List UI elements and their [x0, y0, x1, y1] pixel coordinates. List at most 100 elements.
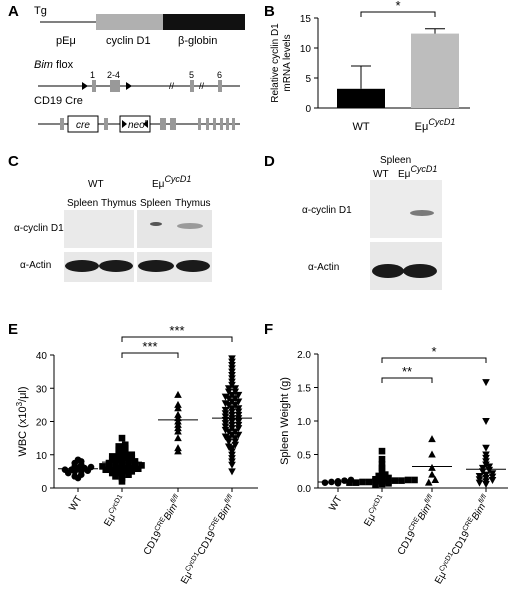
e-group1-point-39: [131, 460, 139, 468]
b-xtick-base-0: WT: [352, 121, 369, 133]
e-group1-point-38: [118, 434, 126, 442]
f-group1-point-0: [372, 481, 379, 488]
f-group1-point-16: [385, 474, 392, 482]
neo-text: neo: [128, 120, 145, 131]
e-group3-point-38: [234, 405, 243, 413]
c-band-actin-4: [176, 260, 210, 272]
e-group0-point-13: [74, 456, 82, 464]
exon-label-1: 1: [90, 70, 95, 80]
promoter-label: pEμ: [56, 35, 76, 47]
d-band-actin-tg: [403, 264, 437, 278]
e-ylabel-sup: 3: [15, 401, 24, 406]
exon-6: [218, 80, 222, 92]
e-group3-point-7: [224, 443, 233, 451]
cre-box: [67, 115, 99, 133]
f-group1-point-13: [411, 476, 418, 484]
cd19-exon-b: [104, 118, 108, 130]
e-group1-point-14: [99, 463, 106, 470]
c-band-actin-3: [138, 260, 174, 272]
d-band-actin-wt: [372, 264, 404, 278]
b-sig-bracket: [360, 11, 436, 17]
e-group1-point-32: [115, 449, 123, 457]
e-group1-point-5: [108, 469, 116, 477]
e-group3-point-41: [221, 400, 230, 408]
f-group2-point-0: [424, 478, 433, 486]
e-group1-point-1: [118, 474, 126, 482]
d-blot-cyclin: [370, 180, 442, 238]
e-group3-point-15: [234, 431, 243, 439]
e-xtick-3-part-2: CD19: [196, 529, 219, 557]
f-group1-point-5: [359, 478, 366, 486]
c-genotype-tg-sup: CycD1: [164, 174, 191, 184]
e-xtick-2-part-3: fl/fl: [170, 493, 181, 505]
f-group2-point-2: [428, 470, 436, 478]
f-xtick-1-part-0: Eμ: [362, 512, 378, 528]
f-group1-point-10: [391, 477, 399, 484]
e-group1-point-30: [121, 451, 129, 459]
b-ytick-label-2: 10: [300, 44, 312, 55]
exon-label-6: 6: [217, 70, 222, 80]
e-group1-point-26: [121, 454, 129, 462]
e-ytick-label-4: 40: [36, 351, 48, 362]
f-group3-point-18: [482, 444, 490, 452]
e-group2-point-1: [174, 444, 182, 452]
e-group3-point-51: [224, 385, 233, 393]
f-ytick-label-3: 1.5: [297, 384, 311, 395]
e-group2-point-10: [174, 400, 182, 408]
e-group1-point-7: [121, 468, 129, 475]
e-ylabel-base: WBC (x10: [17, 406, 29, 456]
f-group1-point-12: [404, 476, 412, 484]
f-xtick-label-0: WT: [327, 494, 344, 513]
b-sig-label: *: [395, 0, 400, 13]
e-ytick-label-0: 0: [41, 484, 47, 495]
e-group1-point-18: [125, 461, 132, 469]
cd19-exon-e: [198, 118, 201, 130]
e-sig-1-label: ***: [142, 339, 157, 354]
f-xtick-2-part-3: fl/fl: [424, 493, 435, 505]
f-group1-point-20: [378, 464, 386, 472]
e-group1-point-12: [121, 464, 129, 472]
e-sig-2-bracket: [121, 336, 233, 342]
f-group1-point-14: [372, 475, 379, 483]
f-sig-1-label: **: [402, 364, 412, 379]
e-group1-point-20: [112, 459, 119, 467]
panel-label-f: F: [264, 321, 273, 338]
e-xtick-label-0: WT: [67, 494, 84, 513]
e-group1-point-22: [125, 458, 132, 465]
f-group1-point-11: [398, 477, 405, 484]
panel-label-c: C: [8, 153, 19, 170]
e-group3-point-36: [221, 406, 230, 414]
e-group1-point-2: [112, 473, 119, 480]
panel-label-a: A: [8, 3, 19, 20]
b-ylabel-line-0: Relative cyclin D1: [270, 23, 281, 103]
f-ytick-label-4: 2.0: [297, 350, 311, 361]
c-blot-cyclin-tg: [137, 210, 212, 248]
e-group3-point-12: [231, 435, 240, 443]
panel-a: A Tg pEμ cyclin D1 β-globin Bim flox 1 2…: [8, 3, 245, 133]
cd19-exon-h: [220, 118, 223, 130]
f-sig-2-bracket: [381, 357, 487, 363]
c-blot-cyclin-wt: [64, 210, 134, 248]
e-group3-point-45: [231, 395, 240, 403]
e-group1-point-9: [102, 466, 110, 474]
e-group1-point-37: [121, 441, 129, 449]
d-lane-wt: WT: [373, 169, 389, 180]
e-group1-point-28: [108, 453, 116, 460]
e-group1-point-19: [105, 459, 113, 467]
e-xtick-2-part-0: CD19: [142, 529, 165, 557]
b-ylabel: Relative cyclin D1mRNA levels: [270, 23, 293, 103]
e-xtick-0-part-0: WT: [67, 494, 84, 513]
b-xtick-base-1: Eμ: [415, 121, 429, 133]
f-group1-point-4: [352, 479, 360, 486]
loxp-1: [82, 82, 88, 90]
e-xtick-label-3: EμCycD1CD19CREBimfl/fl: [178, 493, 239, 586]
cyclin-d1-box: [96, 14, 163, 30]
e-group0-point-16: [87, 463, 95, 471]
b-ytick-label-1: 5: [305, 74, 311, 85]
e-xtick-2-part-2: Bim: [162, 502, 180, 522]
d-band-cyclin: [410, 210, 434, 216]
f-xtick-0-part-0: WT: [327, 494, 344, 513]
neo-box: [119, 115, 151, 133]
e-group1-point-0: [118, 478, 126, 485]
e-group3-point-61: [228, 355, 236, 363]
